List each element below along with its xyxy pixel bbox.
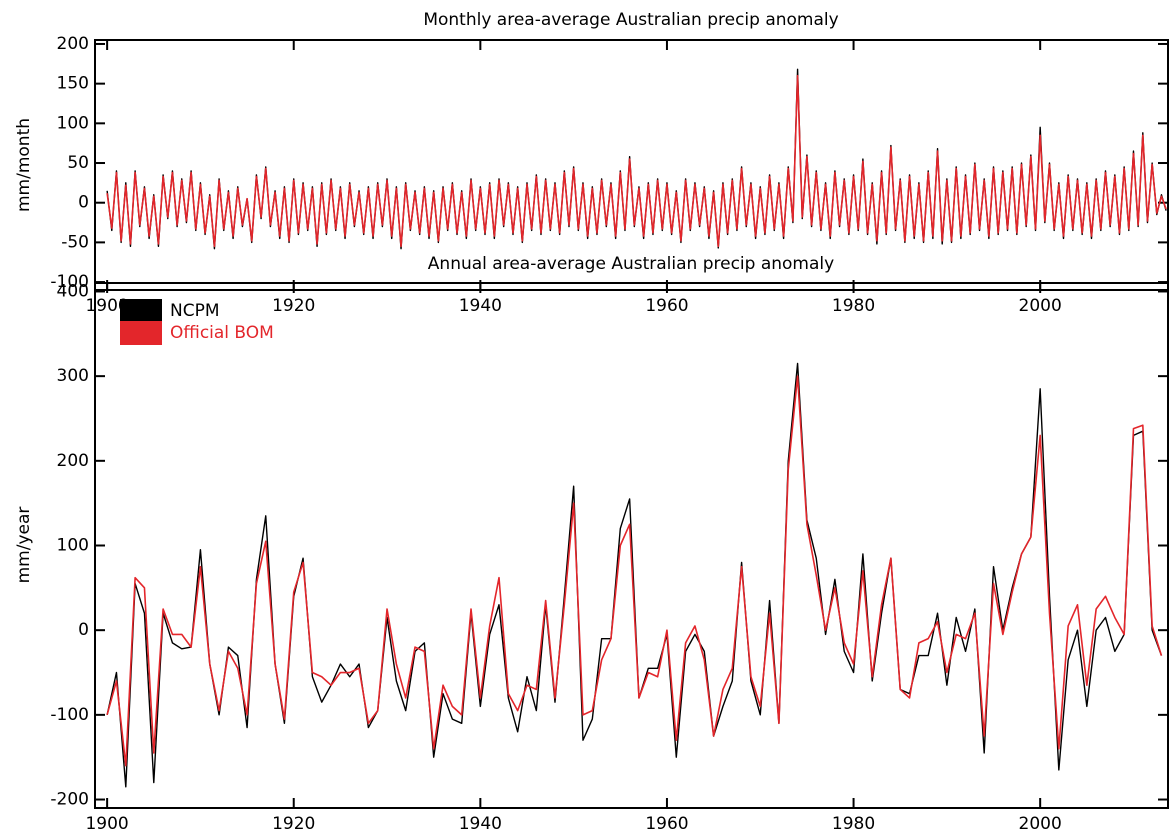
y-tick-label: 0 <box>78 193 89 213</box>
x-tick-label: 1960 <box>645 296 688 316</box>
y-axis-label: mm/month <box>14 118 34 212</box>
x-tick-label: 1900 <box>85 296 128 316</box>
y-tick-label: 400 <box>57 281 89 301</box>
y-tick-label: -200 <box>50 790 89 810</box>
x-tick-label: 1980 <box>832 814 875 834</box>
x-tick-label: 1900 <box>85 814 128 834</box>
y-tick-label: 200 <box>57 451 89 471</box>
legend-label: Official BOM <box>170 323 274 343</box>
y-tick-label: 150 <box>57 74 89 94</box>
legend-label: NCPM <box>170 301 220 321</box>
y-tick-label: 100 <box>57 113 89 133</box>
y-tick-label: 50 <box>67 153 89 173</box>
y-tick-label: 200 <box>57 34 89 54</box>
legend-swatch <box>120 299 162 323</box>
chart-title: Monthly area-average Australian precip a… <box>423 10 838 30</box>
x-tick-label: 2000 <box>1019 814 1062 834</box>
y-tick-label: 0 <box>78 620 89 640</box>
x-tick-label: 1940 <box>459 814 502 834</box>
y-tick-label: -50 <box>61 232 89 252</box>
data-line <box>106 375 1163 767</box>
legend-swatch <box>120 321 162 345</box>
y-tick-label: -100 <box>50 272 89 292</box>
x-tick-label: 1980 <box>832 296 875 316</box>
plot-frame <box>94 39 1169 291</box>
y-tick-label: 300 <box>57 366 89 386</box>
data-line <box>106 362 1163 788</box>
x-tick-label: 2000 <box>1019 296 1062 316</box>
x-tick-label: 1960 <box>645 814 688 834</box>
x-tick-label: 1920 <box>272 296 315 316</box>
data-line <box>106 74 1167 248</box>
y-tick-label: -100 <box>50 705 89 725</box>
y-tick-label: 100 <box>57 536 89 556</box>
chart-title: Annual area-average Australian precip an… <box>428 254 834 274</box>
x-tick-label: 1920 <box>272 814 315 834</box>
x-tick-label: 1940 <box>459 296 502 316</box>
y-axis-label: mm/year <box>14 507 34 584</box>
